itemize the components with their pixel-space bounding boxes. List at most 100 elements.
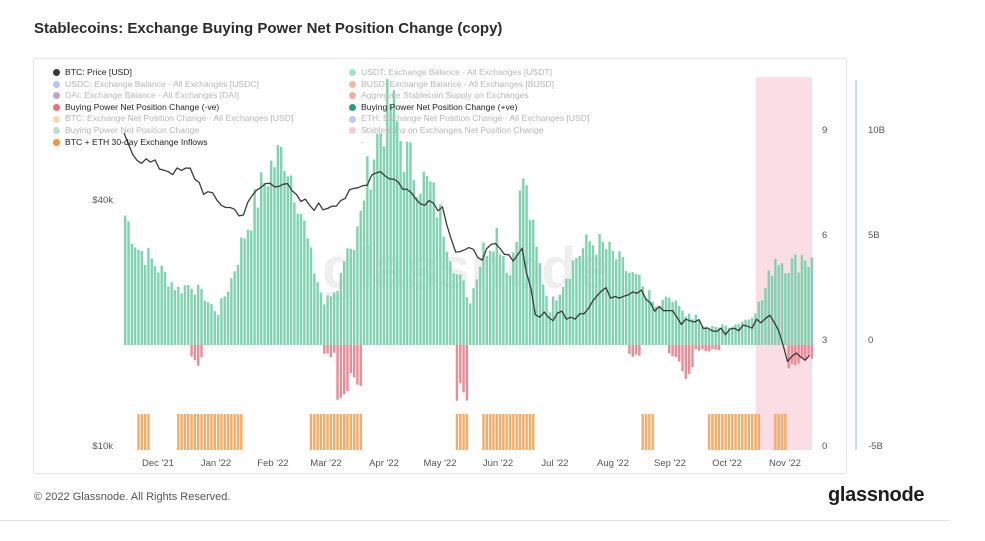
inflow-bar <box>495 414 498 450</box>
inflow-bar <box>515 414 518 450</box>
y-axis-right: 10B 5B 0 -5B <box>868 125 885 452</box>
positive-bar <box>323 304 326 345</box>
positive-bar <box>260 172 263 345</box>
x-tick-label: Nov '22 <box>769 458 801 469</box>
positive-bar <box>293 202 296 345</box>
legend-item[interactable]: Aggregate Stablecoin Supply on Exchanges <box>349 90 649 102</box>
positive-bar <box>183 285 187 345</box>
positive-bar <box>140 251 144 345</box>
positive-bar <box>173 290 177 345</box>
positive-bar <box>283 171 286 345</box>
inflow-bar <box>462 414 465 450</box>
legend-label: Buying Power Net Position Change (+ve) <box>361 101 518 112</box>
positive-bar <box>193 294 197 345</box>
legend-item[interactable]: Stablecoins on Exchanges Net Position Ch… <box>349 125 649 137</box>
x-tick-label: Apr '22 <box>369 458 399 469</box>
positive-bar <box>396 121 399 345</box>
negative-bar <box>694 345 697 350</box>
negative-bars <box>190 345 814 401</box>
inflow-bar <box>734 414 737 450</box>
inflow-bar <box>525 414 528 450</box>
positive-bar <box>561 286 565 345</box>
inflow-bar <box>356 414 359 450</box>
positive-bar <box>522 178 525 345</box>
positive-bar <box>601 241 605 345</box>
positive-bar <box>664 296 668 345</box>
inflow-bar <box>492 414 495 450</box>
y-left-tick-label: $10k <box>92 441 113 452</box>
y-right-tick-label: -5B <box>868 441 883 452</box>
positive-bar <box>744 319 747 345</box>
inflow-bar <box>329 414 333 450</box>
legend-item[interactable]: DAI: Exchange Balance - All Exchanges [D… <box>53 90 343 102</box>
positive-bar <box>296 213 299 345</box>
inflow-bar <box>216 414 220 450</box>
positive-bar <box>555 300 558 345</box>
inflow-bar <box>326 414 329 450</box>
legend-item[interactable]: Buying Power Net Position Change <box>53 125 343 137</box>
y-mid-tick-label: 6 <box>822 230 827 241</box>
positive-bar <box>422 171 425 345</box>
y-right-tick-label: 5B <box>868 230 880 241</box>
inflow-bar <box>714 414 717 450</box>
legend-item[interactable]: ETH: Exchange Net Position Change - All … <box>349 113 649 125</box>
negative-bar <box>711 345 714 350</box>
inflow-bar <box>717 414 721 450</box>
inflow-bar <box>352 414 356 450</box>
positive-bar <box>306 238 309 345</box>
negative-bar <box>628 345 631 355</box>
positive-bar <box>794 254 797 345</box>
positive-bar <box>611 250 615 345</box>
legend-item[interactable]: Buying Power Net Position Change (+ve) <box>349 102 649 114</box>
positive-bar <box>804 260 807 345</box>
inflow-bar <box>143 414 147 450</box>
legend-item[interactable]: BTC + ETH 30-day Exchange Inflows <box>53 137 343 149</box>
negative-bar <box>681 345 684 372</box>
inflow-bar <box>737 414 741 450</box>
legend-item[interactable]: USDT: Exchange Balance - All Exchanges [… <box>349 67 649 79</box>
x-tick-label: Jan '22 <box>201 458 231 469</box>
inflow-bar <box>455 414 459 450</box>
x-tick-label: Jun '22 <box>483 458 513 469</box>
legend-item[interactable]: BTC: Price [USD] <box>53 67 343 79</box>
x-axis-ticks: Dec '21 Jan '22 Feb '22 Mar '22 Apr '22 May '… <box>142 458 801 469</box>
positive-bar <box>770 275 774 345</box>
positive-bar <box>200 289 203 345</box>
positive-bar <box>157 272 160 345</box>
positive-bar <box>332 292 336 345</box>
y-mid-tick-label: 9 <box>822 125 827 136</box>
inflow-bar <box>196 414 200 450</box>
positive-bar <box>641 286 644 345</box>
negative-bar <box>459 345 462 384</box>
positive-bar <box>203 300 207 345</box>
negative-bar <box>346 345 349 392</box>
negative-bar <box>800 345 804 359</box>
positive-bar <box>399 140 402 345</box>
positive-bar <box>498 254 502 345</box>
legend-dot-icon <box>349 115 356 123</box>
negative-bar <box>359 345 362 386</box>
positive-bar <box>800 255 804 345</box>
positive-bar <box>780 263 784 345</box>
glassnode-logo[interactable]: glassnode <box>828 484 925 506</box>
positive-bar <box>674 300 678 345</box>
positive-bar <box>439 204 442 345</box>
positive-bar <box>299 213 303 345</box>
negative-bar <box>677 345 681 362</box>
negative-bar <box>684 345 688 379</box>
legend-item[interactable]: Buying Power Net Position Change (-ve) <box>53 102 343 114</box>
inflow-bar <box>316 414 319 450</box>
legend-item[interactable]: BUSD: Exchange Balance - All Exchanges [… <box>349 79 649 91</box>
y-axis-left: $40k $10k <box>92 195 113 452</box>
positive-bar <box>379 133 382 345</box>
positive-bar <box>150 258 153 345</box>
negative-bar <box>807 345 810 355</box>
legend-item[interactable]: - <box>349 137 649 149</box>
legend-dot-icon <box>349 139 356 146</box>
positive-bar <box>167 286 170 345</box>
legend-item[interactable]: USDC: Exchange Balance - All Exchanges [… <box>53 79 343 91</box>
positive-bar <box>196 284 200 345</box>
legend-item[interactable]: BTC: Exchange Net Position Change - All … <box>53 113 343 125</box>
positive-bar <box>143 265 147 345</box>
positive-bar <box>153 266 157 345</box>
